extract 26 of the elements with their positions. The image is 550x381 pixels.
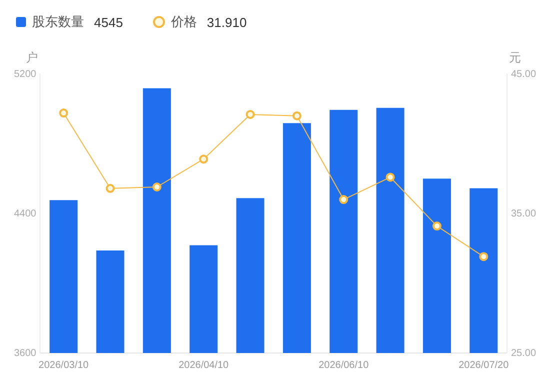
point <box>199 154 208 164</box>
y-axis-title: 户 <box>26 50 38 64</box>
legend-label: 价格 <box>170 13 197 31</box>
y2-tick-label: 25.00 <box>510 348 536 359</box>
point <box>106 184 115 193</box>
x-tick-label: 2026/07/20 <box>458 360 510 371</box>
text: 31.910 <box>206 14 247 30</box>
x-tick-label: 2026/03/10 <box>38 360 90 371</box>
text: 4545 <box>94 14 123 30</box>
y2-tick-label: 35.00 <box>510 208 536 220</box>
y2-tick-label: 45.00 <box>510 68 536 80</box>
point <box>292 111 302 120</box>
point <box>59 108 68 118</box>
y-tick-label: 3600 <box>14 348 37 359</box>
y-tick-label: 4400 <box>14 208 37 220</box>
legend-label: 股东数量 <box>32 13 84 31</box>
point <box>432 222 442 231</box>
y2-axis-title: 元 <box>508 50 521 64</box>
y-tick-label: 5200 <box>14 68 37 80</box>
point <box>246 110 255 119</box>
x-tick-label: 2026/04/10 <box>178 360 230 371</box>
point <box>152 182 162 192</box>
x-tick-label: 2026/06/10 <box>318 360 370 371</box>
point <box>386 172 395 182</box>
point <box>339 195 348 204</box>
point <box>479 252 488 262</box>
